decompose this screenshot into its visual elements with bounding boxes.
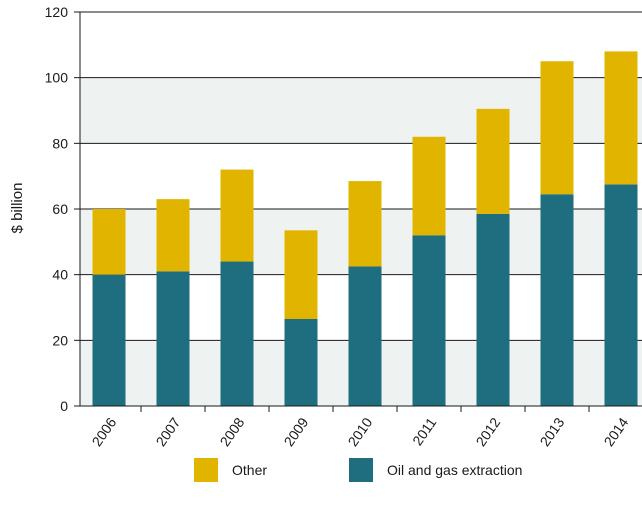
bar-other-2010	[348, 181, 382, 267]
x-tick-label: 2007	[152, 414, 183, 449]
bar-oil-and-gas-2011	[412, 235, 446, 406]
bar-oil-and-gas-2013	[540, 194, 574, 406]
bar-oil-and-gas-2014	[604, 184, 638, 406]
y-tick-label: 20	[52, 332, 68, 348]
bar-oil-and-gas-2009	[284, 318, 318, 406]
x-tick-label: 2012	[472, 414, 503, 449]
stacked-bar-chart: 0 20 40 60 80 100 120 2006 2007 2008 2009 2010 2011…	[9, 4, 642, 449]
legend-label-other: Other	[232, 462, 268, 478]
bar-other-2007	[156, 199, 190, 272]
y-tick-label: 100	[45, 70, 69, 86]
bar-other-2006	[92, 209, 126, 275]
y-tick-label: 80	[52, 135, 68, 151]
x-tick-label: 2006	[88, 414, 119, 449]
x-tick-label: 2011	[409, 414, 439, 448]
x-tick-label: 2010	[344, 414, 375, 449]
legend-item-oil-and-gas: Oil and gas extraction	[349, 458, 522, 482]
x-tick-label: 2009	[280, 414, 311, 449]
bar-other-2011	[412, 136, 446, 236]
y-tick-labels: 0 20 40 60 80 100 120	[45, 4, 69, 414]
bars	[92, 51, 638, 406]
x-tick-label: 2013	[536, 414, 567, 449]
bar-other-2014	[604, 51, 638, 185]
legend: Other Oil and gas extraction	[0, 458, 642, 482]
bar-other-2009	[284, 230, 318, 319]
legend-swatch-other	[194, 458, 218, 482]
y-tick-label: 120	[45, 4, 69, 20]
y-tick-label: 40	[52, 267, 68, 283]
bar-oil-and-gas-2007	[156, 271, 190, 406]
x-tick-label: 2008	[216, 414, 247, 449]
x-tick-labels: 2006 2007 2008 2009 2010 2011 2012 2013 2014	[88, 414, 631, 449]
bar-oil-and-gas-2012	[476, 213, 510, 406]
legend-swatch-oil-and-gas	[349, 458, 373, 482]
y-tick-label: 0	[60, 398, 68, 414]
axes	[74, 11, 642, 412]
bar-other-2012	[476, 108, 510, 214]
bar-oil-and-gas-2008	[220, 261, 254, 406]
legend-item-other: Other	[194, 458, 267, 482]
y-tick-label: 60	[52, 201, 68, 217]
x-tick-label: 2014	[600, 414, 631, 449]
legend-label-oil-and-gas: Oil and gas extraction	[387, 462, 523, 478]
bar-other-2008	[220, 169, 254, 262]
bar-oil-and-gas-2010	[348, 266, 382, 406]
bar-other-2013	[540, 61, 574, 195]
bar-oil-and-gas-2006	[92, 274, 126, 406]
y-axis-label: $ billion	[9, 183, 26, 234]
